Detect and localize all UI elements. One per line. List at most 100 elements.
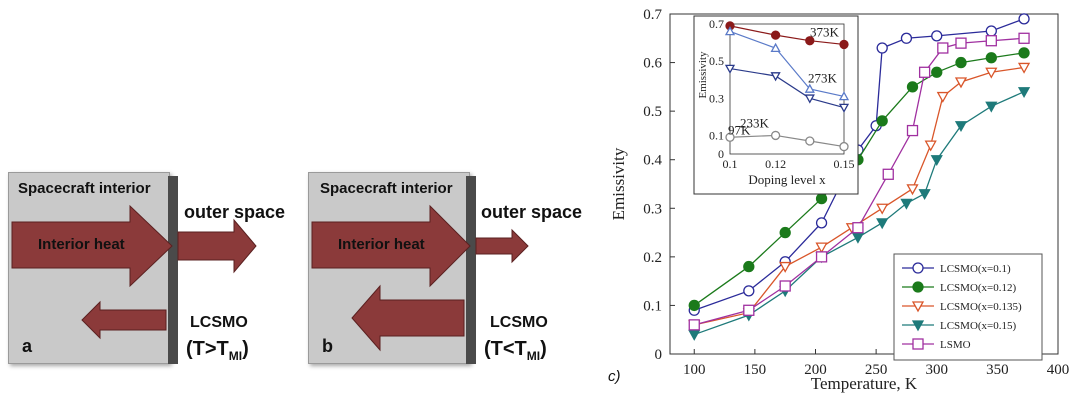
data-point: [743, 304, 755, 316]
data-point: [937, 42, 949, 54]
y-tick-label: 0.1: [643, 298, 662, 314]
panel-letter-a: a: [22, 336, 33, 356]
x-axis-label: Temperature, K: [811, 374, 918, 393]
main-series-layer: [688, 13, 1031, 341]
inset-series-line: [729, 30, 845, 98]
data-point: [954, 121, 968, 133]
x-tick-label: 400: [1047, 362, 1070, 378]
legend-marker: [912, 338, 924, 350]
interior-heat-arrow-a: [11, 204, 173, 288]
data-point: [918, 189, 931, 201]
data-point: [900, 198, 913, 210]
legend-entry: LCSMO(x=0.12): [940, 282, 1017, 294]
y-tick-label: 0.2: [643, 250, 662, 266]
data-point: [1017, 62, 1031, 74]
inset-series-line: [729, 134, 845, 148]
x-tick-label: 150: [744, 362, 767, 378]
data-point: [876, 115, 888, 127]
y-tick-label: 0.4: [643, 153, 662, 169]
data-point: [930, 155, 943, 167]
data-point: [688, 329, 701, 341]
inset-series: 97K: [725, 123, 849, 152]
interior-heat-label-a: Interior heat: [38, 236, 125, 253]
y-tick-label: 0.3: [643, 201, 662, 217]
lcsmo-label-a: LCSMO: [190, 314, 248, 331]
y-tick-label: 0.6: [643, 56, 662, 72]
data-point: [985, 25, 997, 37]
data-point: [1018, 32, 1030, 44]
data-point: [876, 218, 889, 230]
main-axes: 100 150 200 250 300 350 40000.10.20.30.40.50.6…: [609, 7, 1069, 393]
condition-label-b: (T<TMI): [484, 338, 547, 363]
inset-x-tick-label: 0.1: [723, 157, 738, 171]
data-point: [688, 319, 700, 331]
legend-marker: [912, 281, 924, 293]
data-point: [906, 124, 919, 137]
inset-data-point: [725, 132, 735, 142]
data-point: [815, 192, 828, 205]
data-point: [924, 140, 937, 152]
data-point: [985, 101, 998, 113]
data-point: [936, 91, 949, 103]
inset-y-tick-label: 0.1: [709, 128, 724, 142]
inset-y-tick-label: 0.7: [709, 17, 724, 31]
data-point: [779, 261, 792, 273]
inset-data-point: [724, 64, 736, 74]
legend-marker: [912, 262, 924, 274]
inset-data-point: [770, 130, 781, 141]
inset-x-tick-label: 0.12: [765, 157, 786, 171]
data-point: [779, 226, 791, 239]
data-point: [985, 67, 998, 79]
x-tick-label: 100: [683, 362, 706, 378]
interior-heat-arrow-b: [311, 204, 471, 288]
series: [688, 47, 1030, 312]
inset-data-point: [770, 42, 781, 52]
data-point: [900, 32, 913, 44]
inset-y-tick-label: 0: [718, 147, 724, 161]
outer-space-label-b: outer space: [481, 202, 583, 222]
panel-letter-c: c): [608, 368, 621, 385]
interior-label-b: Spacecraft interior: [320, 180, 453, 197]
inset-data-point: [770, 72, 781, 82]
y-tick-label: 0.5: [643, 104, 662, 120]
inset-series-label: 373K: [810, 24, 840, 39]
reflected-arrow-b: [351, 284, 465, 352]
inset-plot-frame: [729, 23, 845, 155]
legend-entry: LCSMO(x=0.135): [940, 301, 1022, 313]
inset-series-label: 273K: [808, 70, 838, 85]
inset-x-axis-label: Doping level x: [748, 172, 826, 187]
data-point: [906, 184, 919, 196]
inset-data-point: [804, 83, 815, 93]
inset-series-label: 97K: [728, 123, 751, 138]
data-point: [852, 222, 864, 234]
y-tick-label: 0: [655, 347, 663, 363]
data-point: [1018, 47, 1030, 59]
data-point: [931, 66, 943, 78]
inset-data-point: [838, 103, 850, 113]
legend-entry: LCSMO(x=0.15): [940, 320, 1017, 332]
outer-space-label-a: outer space: [184, 202, 286, 222]
y-axis-label: Emissivity: [609, 147, 628, 220]
data-point: [688, 299, 700, 312]
reflected-arrow-a: [81, 300, 167, 340]
y-tick-label: 0.7: [643, 7, 662, 23]
inset-y-tick-label: 0.5: [709, 54, 724, 68]
data-point: [815, 251, 828, 263]
data-point: [876, 203, 889, 215]
inset-data-point: [770, 30, 781, 40]
data-point: [815, 217, 828, 229]
data-point: [882, 168, 894, 180]
x-tick-label: 200: [804, 362, 827, 378]
data-point: [954, 77, 968, 89]
inset-series-line: [729, 25, 845, 46]
inset-data-point: [804, 94, 815, 104]
data-point: [743, 285, 755, 297]
legend-marker: [911, 320, 925, 332]
data-point: [779, 280, 791, 292]
outer-radiation-arrow-b: [475, 228, 529, 264]
emissivity-chart: 100 150 200 250 300 350 40000.10.20.30.40.50.6…: [609, 7, 1069, 393]
lcsmo-film-a: [168, 176, 178, 364]
inset-y-tick-label: 0.3: [709, 91, 724, 105]
inset-data-point: [839, 39, 849, 50]
